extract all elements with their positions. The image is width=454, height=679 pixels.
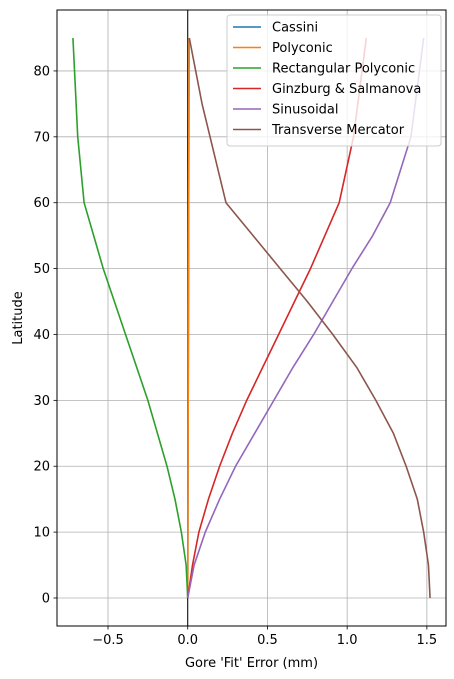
y-tick-label: 60 bbox=[33, 196, 50, 211]
legend: Cassini Polyconic Rectangular Polyconic Gin… bbox=[227, 15, 441, 146]
y-tick-label: 50 bbox=[33, 262, 50, 277]
y-tick-label: 10 bbox=[33, 526, 50, 541]
y-axis-label: Latitude bbox=[11, 291, 26, 345]
y-tick-label: 30 bbox=[33, 394, 50, 409]
y-tick-label: 40 bbox=[33, 328, 50, 343]
y-tick-label: 0 bbox=[42, 592, 50, 607]
legend-label: Polyconic bbox=[272, 41, 333, 56]
y-tick-label: 80 bbox=[33, 64, 50, 79]
legend-label: Ginzburg & Salmanova bbox=[272, 82, 421, 97]
legend-label: Rectangular Polyconic bbox=[272, 62, 415, 77]
x-tick-label: 0.0 bbox=[177, 633, 198, 648]
x-tick-label: 1.0 bbox=[337, 633, 358, 648]
x-tick-label: 0.5 bbox=[257, 633, 278, 648]
x-tick-label: −0.5 bbox=[92, 633, 124, 648]
legend-label: Sinusoidal bbox=[272, 103, 339, 118]
x-tick-label: 1.5 bbox=[417, 633, 438, 648]
y-tick-label: 20 bbox=[33, 460, 50, 475]
x-axis-label: Gore 'Fit' Error (mm) bbox=[185, 656, 318, 671]
legend-label: Transverse Mercator bbox=[271, 123, 405, 138]
legend-label: Cassini bbox=[272, 21, 318, 36]
y-tick-label: 70 bbox=[33, 130, 50, 145]
